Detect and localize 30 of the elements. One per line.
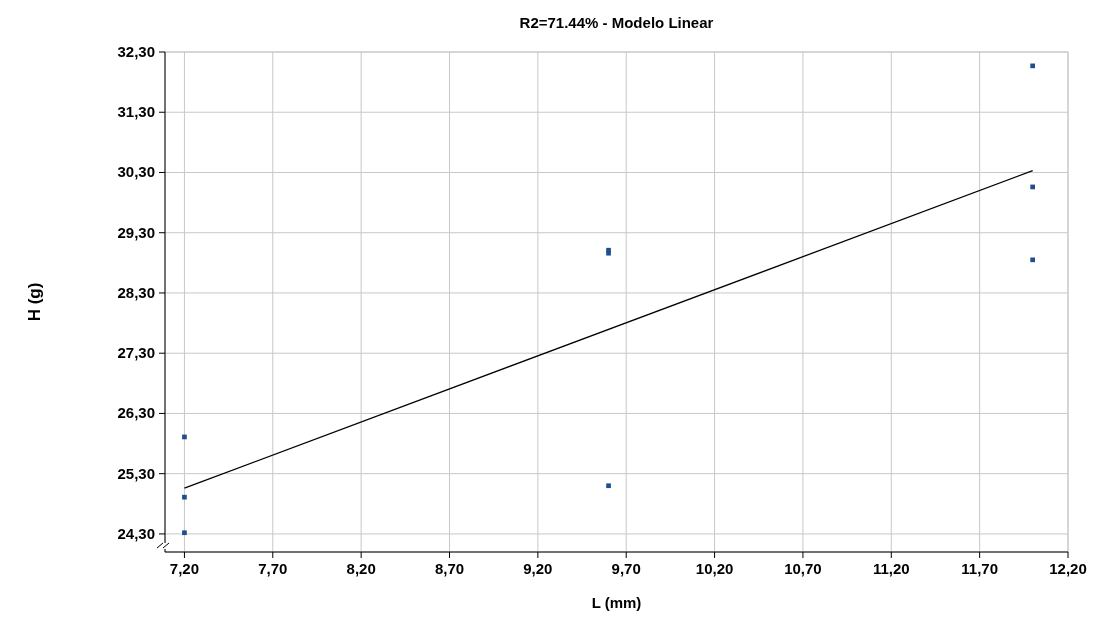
x-tick-label: 10,20 [695,560,734,577]
y-tick-label: 26,30 [117,404,155,422]
point [1030,63,1035,69]
x-tick-label: 11,70 [961,560,998,577]
x-tick-label: 10,70 [784,560,822,577]
point [1030,257,1035,263]
y-axis-title: H (g) [25,282,44,322]
x-tick-label: 9,70 [611,560,641,577]
point [182,494,187,500]
x-tick-label: 8,20 [346,560,376,577]
x-tick-label: 7,20 [169,560,200,577]
y-tick-label: 24,30 [117,524,155,542]
x-tick-label: 9,20 [523,560,553,577]
point [606,483,611,489]
x-tick-label: 8,70 [434,560,465,577]
x-axis-title: L (mm) [591,594,642,611]
x-tick-label: 11,20 [872,560,910,577]
point [182,434,187,440]
x-tick-label: 12,20 [1049,560,1087,577]
y-tick-label: 31,30 [117,103,155,121]
point [1030,184,1035,190]
x-tick-label: 7,70 [258,560,288,577]
point [182,530,187,536]
y-tick-label: 30,30 [117,163,155,181]
y-tick-label: 27,30 [117,344,155,362]
y-tick-label: 32,30 [117,43,155,60]
y-tick-label: 29,30 [117,223,155,241]
y-tick-label: 25,30 [117,464,155,482]
chart-title: R2=71.44% - Modelo Linear [519,14,714,31]
y-tick-label: 28,30 [117,283,155,301]
